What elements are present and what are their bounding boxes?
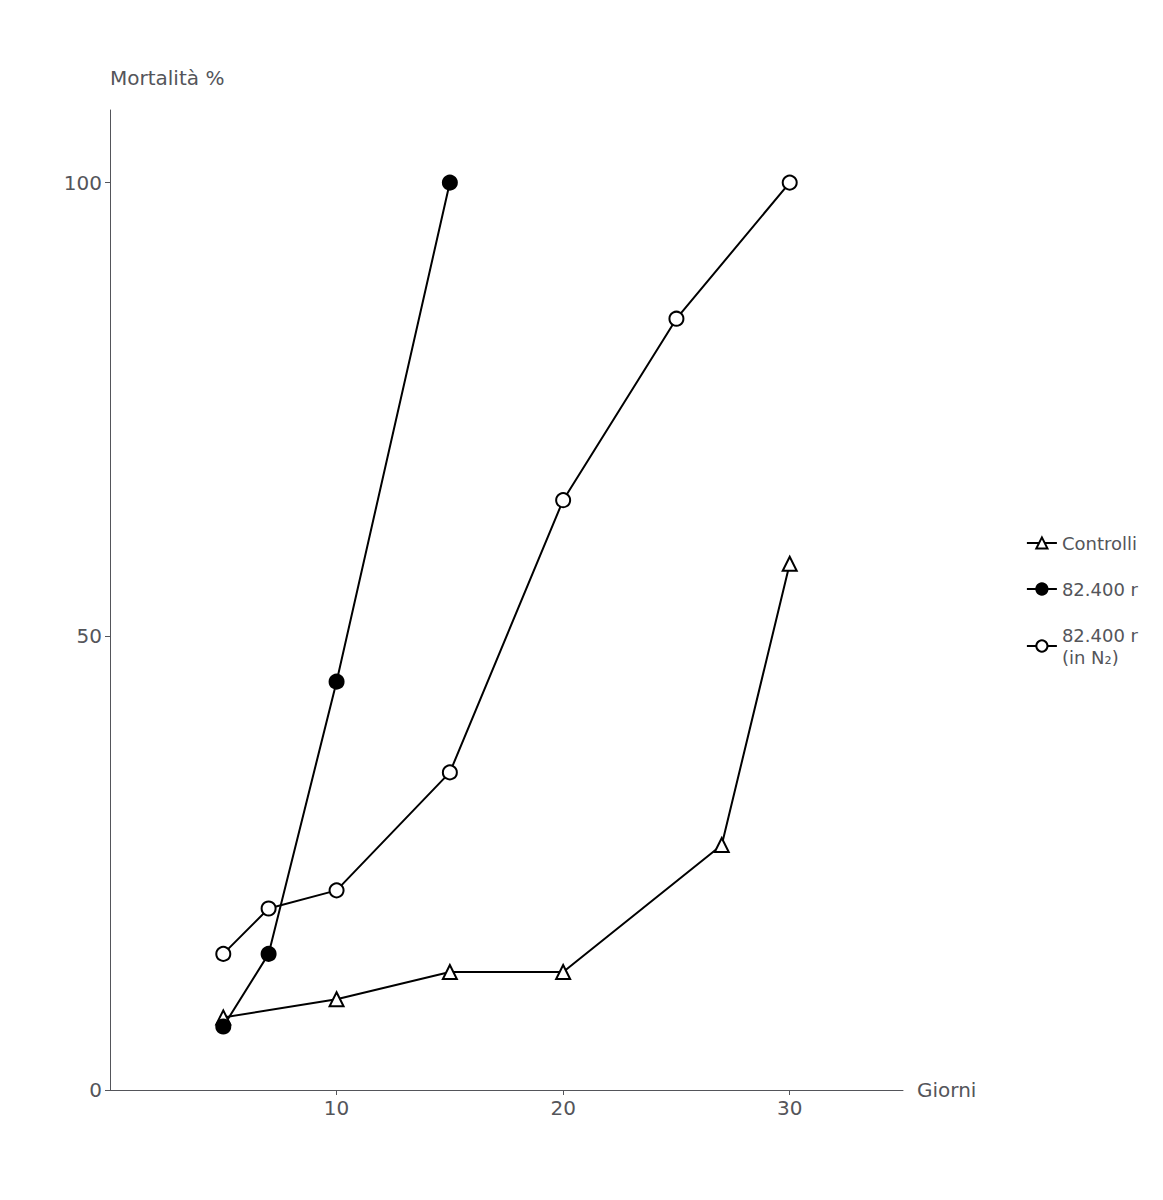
svg-text:0: 0 bbox=[89, 1078, 102, 1102]
svg-text:Mortalità %: Mortalità % bbox=[110, 66, 224, 90]
svg-text:30: 30 bbox=[777, 1096, 802, 1120]
svg-text:Giorni: Giorni bbox=[917, 1078, 976, 1102]
svg-text:(in N₂): (in N₂) bbox=[1062, 647, 1119, 668]
svg-text:100: 100 bbox=[64, 171, 102, 195]
svg-text:82.400 r: 82.400 r bbox=[1062, 579, 1139, 600]
svg-text:82.400 r: 82.400 r bbox=[1062, 625, 1139, 646]
svg-text:50: 50 bbox=[77, 624, 102, 648]
svg-text:20: 20 bbox=[550, 1096, 575, 1120]
svg-text:Controlli: Controlli bbox=[1062, 533, 1137, 554]
svg-text:10: 10 bbox=[324, 1096, 349, 1120]
